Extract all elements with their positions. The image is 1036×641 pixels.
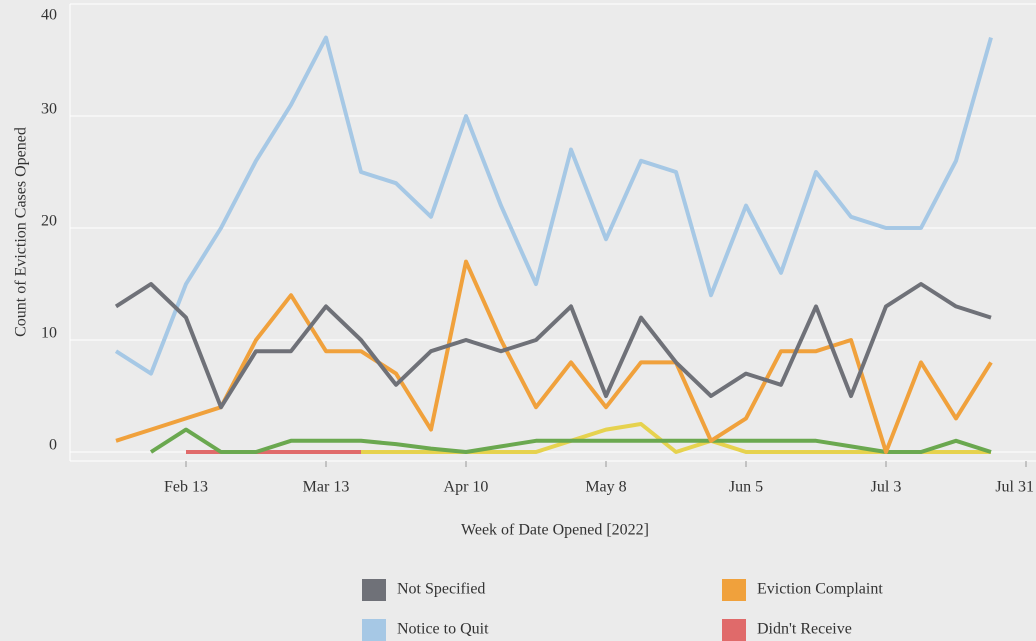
legend-swatch	[722, 579, 746, 601]
x-tick-label: May 8	[585, 479, 626, 496]
series-line	[149, 427, 992, 454]
legend-swatch	[362, 579, 386, 601]
legend-swatch	[722, 619, 746, 641]
x-tick-label: Apr 10	[444, 479, 489, 496]
y-tick-label: 10	[41, 325, 57, 342]
x-tick-label: Mar 13	[303, 479, 350, 496]
legend-label: Notice to Quit	[397, 621, 489, 638]
y-tick-label: 30	[41, 101, 57, 118]
x-axis-title: Week of Date Opened [2022]	[461, 522, 649, 539]
x-tick-label: Jun 5	[729, 479, 763, 496]
series-line	[115, 259, 993, 454]
legend-swatch	[362, 619, 386, 641]
x-tick-label: Jul 3	[871, 479, 902, 496]
y-tick-label: 20	[41, 213, 57, 230]
legend-label: Didn't Receive	[757, 621, 852, 638]
legend-label: Eviction Complaint	[757, 581, 883, 598]
y-tick-label: 40	[41, 7, 57, 24]
y-axis-title: Count of Eviction Cases Opened	[13, 127, 30, 337]
series-line	[114, 35, 993, 376]
x-tick-label: Jul 31	[995, 479, 1034, 496]
series-line	[114, 282, 992, 410]
legend-label: Not Specified	[397, 581, 485, 598]
x-tick-label: Feb 13	[164, 479, 208, 496]
y-tick-label: 0	[49, 437, 57, 454]
